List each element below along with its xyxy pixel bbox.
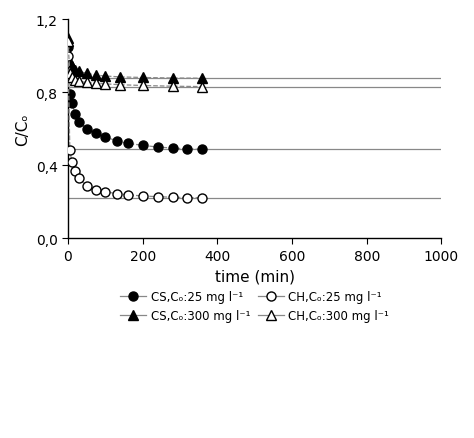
Legend: CS,Cₒ:25 mg l⁻¹, CS,Cₒ:300 mg l⁻¹, CH,Cₒ:25 mg l⁻¹, CH,Cₒ:300 mg l⁻¹: CS,Cₒ:25 mg l⁻¹, CS,Cₒ:300 mg l⁻¹, CH,Cₒ… — [118, 288, 392, 325]
Y-axis label: C/Cₒ: C/Cₒ — [15, 113, 30, 146]
X-axis label: time (min): time (min) — [215, 268, 295, 283]
